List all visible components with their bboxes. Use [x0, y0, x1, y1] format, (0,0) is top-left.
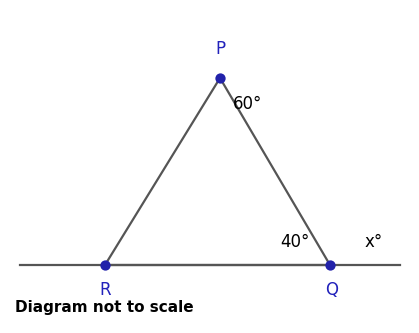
Text: 60°: 60°: [233, 95, 262, 113]
Text: Q: Q: [326, 281, 339, 299]
Text: P: P: [215, 40, 225, 58]
Point: [102, 262, 109, 268]
Text: 40°: 40°: [281, 233, 310, 251]
Text: x°: x°: [365, 233, 383, 251]
Point: [327, 262, 334, 268]
Text: Diagram not to scale: Diagram not to scale: [15, 300, 194, 315]
Point: [217, 75, 223, 81]
Text: R: R: [99, 281, 111, 299]
